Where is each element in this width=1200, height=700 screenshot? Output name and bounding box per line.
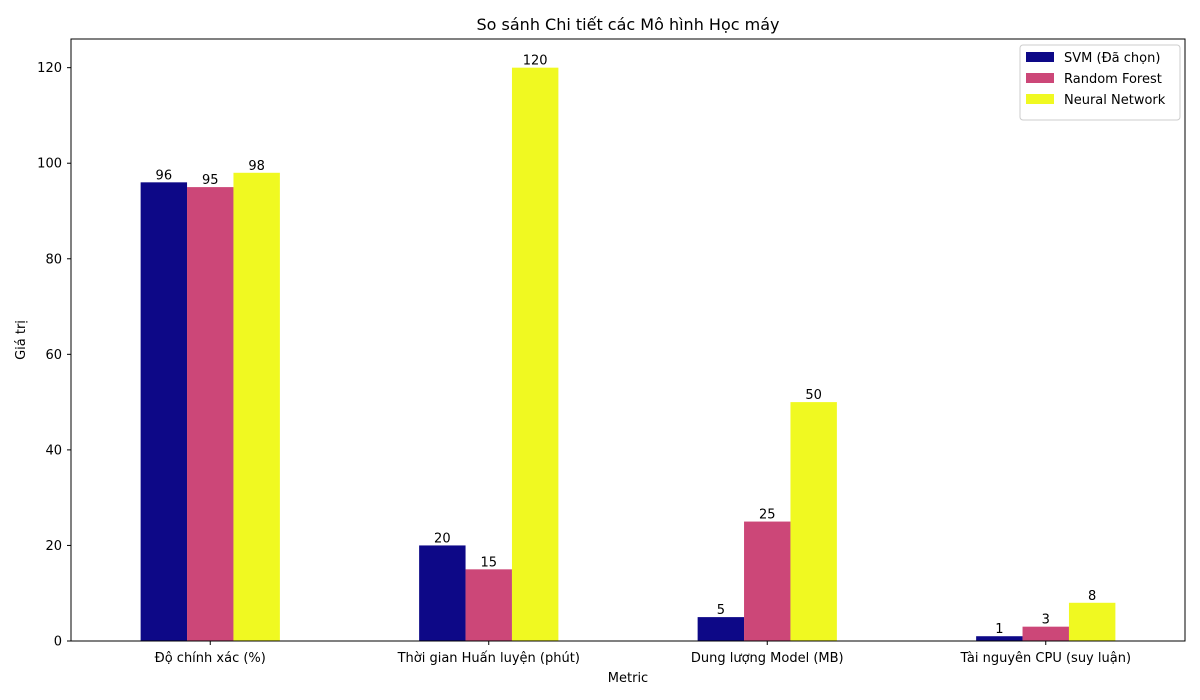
- x-tick-label: Độ chính xác (%): [155, 651, 266, 666]
- x-tick-label: Thời gian Huấn luyện (phút): [397, 651, 580, 666]
- legend-box: [1019, 44, 1181, 121]
- bars-group: [140, 67, 1116, 642]
- y-tick-label: 120: [37, 61, 62, 76]
- x-axis-label: Metric: [608, 671, 648, 686]
- legend-swatch: [1026, 73, 1054, 83]
- bar-value-label: 96: [156, 168, 173, 183]
- y-tick-label: 40: [45, 443, 62, 458]
- bar-0-2: [697, 617, 745, 641]
- y-tick-label: 0: [54, 635, 62, 650]
- y-tick-label: 80: [45, 252, 62, 267]
- bar-value-label: 8: [1088, 589, 1096, 604]
- bar-0-0: [140, 182, 188, 641]
- legend: SVM (Đã chọn) Random Forest Neural Network: [1019, 44, 1181, 121]
- y-axis-label: Giá trị: [14, 320, 29, 360]
- bar-value-label: 98: [248, 159, 265, 174]
- x-tick-label: Tài nguyên CPU (suy luận): [959, 651, 1131, 666]
- bar-1-1: [465, 569, 512, 641]
- bar-2-3: [1068, 602, 1116, 641]
- bar-1-2: [744, 521, 791, 641]
- legend-label: Random Forest: [1064, 72, 1162, 87]
- bar-2-2: [790, 402, 837, 641]
- x-tick-label: Dung lượng Model (MB): [691, 651, 844, 666]
- bar-value-label: 25: [759, 508, 776, 523]
- bar-value-label: 5: [717, 603, 725, 618]
- bar-2-0: [233, 172, 280, 641]
- legend-label: SVM (Đã chọn): [1064, 51, 1160, 66]
- chart-title: So sánh Chi tiết các Mô hình Học máy: [477, 15, 780, 34]
- legend-label: Neural Network: [1064, 93, 1166, 108]
- x-ticks-group: Độ chính xác (%) Thời gian Huấn luyện (ph…: [155, 641, 1131, 666]
- bar-value-label: 15: [480, 555, 497, 570]
- legend-swatch: [1026, 52, 1054, 62]
- y-ticks-group: 0 20 40 60 80 100 120: [37, 61, 71, 650]
- bar-value-label: 95: [202, 173, 219, 188]
- y-tick-label: 20: [45, 539, 62, 554]
- plot-frame: [70, 38, 1186, 642]
- bar-2-1: [511, 67, 559, 642]
- bar-1-3: [1022, 626, 1069, 641]
- legend-swatch: [1026, 94, 1054, 104]
- bar-value-label: 3: [1042, 613, 1050, 628]
- bar-value-label: 50: [805, 388, 822, 403]
- y-tick-label: 100: [37, 157, 62, 172]
- bar-value-label: 1: [995, 622, 1003, 637]
- bar-value-label: 20: [434, 531, 451, 546]
- bar-0-3: [976, 636, 1023, 641]
- bar-labels-group: 96 20 5 1 95 15 25 3 98 120 50 8: [156, 54, 1097, 638]
- bar-value-label: 120: [523, 54, 548, 69]
- bar-1-0: [187, 187, 234, 642]
- y-tick-label: 60: [45, 348, 62, 363]
- bar-0-1: [419, 545, 466, 641]
